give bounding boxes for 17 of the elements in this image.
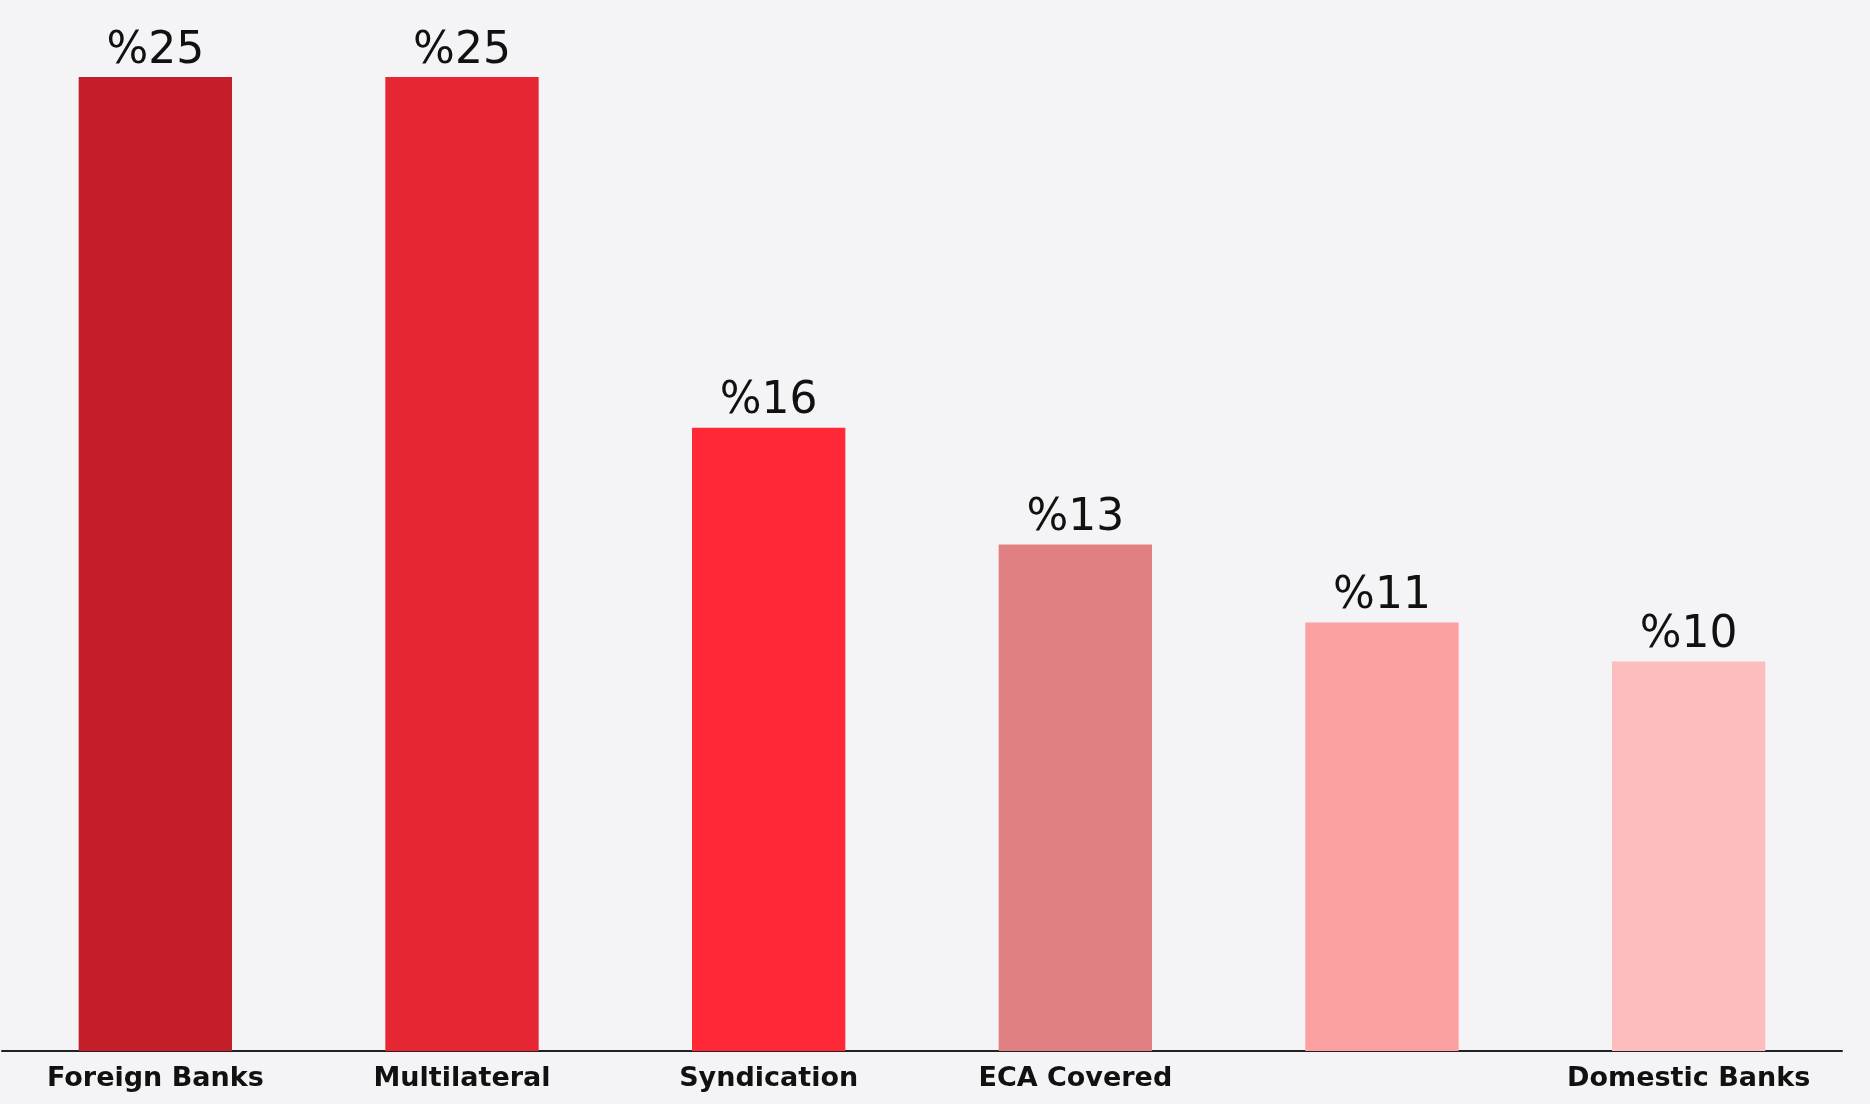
- bar: [385, 77, 539, 1051]
- x-tick-label: ECA Covered: [978, 1061, 1173, 1092]
- data-label: %10: [1639, 605, 1738, 657]
- x-tick-label: Syndication: [679, 1061, 859, 1092]
- data-label: %16: [719, 372, 818, 424]
- bar: [1612, 661, 1766, 1051]
- x-tick-label: Domestic Banks: [1567, 1061, 1811, 1092]
- data-label: %13: [1026, 489, 1125, 541]
- x-tick-label: Multilateral: [373, 1061, 551, 1092]
- data-label: %25: [413, 21, 511, 73]
- bar: [78, 77, 232, 1051]
- bar: [1305, 622, 1459, 1051]
- data-label: %25: [106, 21, 205, 73]
- x-tick-label: Foreign Banks: [46, 1061, 264, 1092]
- data-label: %11: [1333, 566, 1431, 618]
- bar: [998, 544, 1152, 1051]
- bar: [692, 427, 846, 1051]
